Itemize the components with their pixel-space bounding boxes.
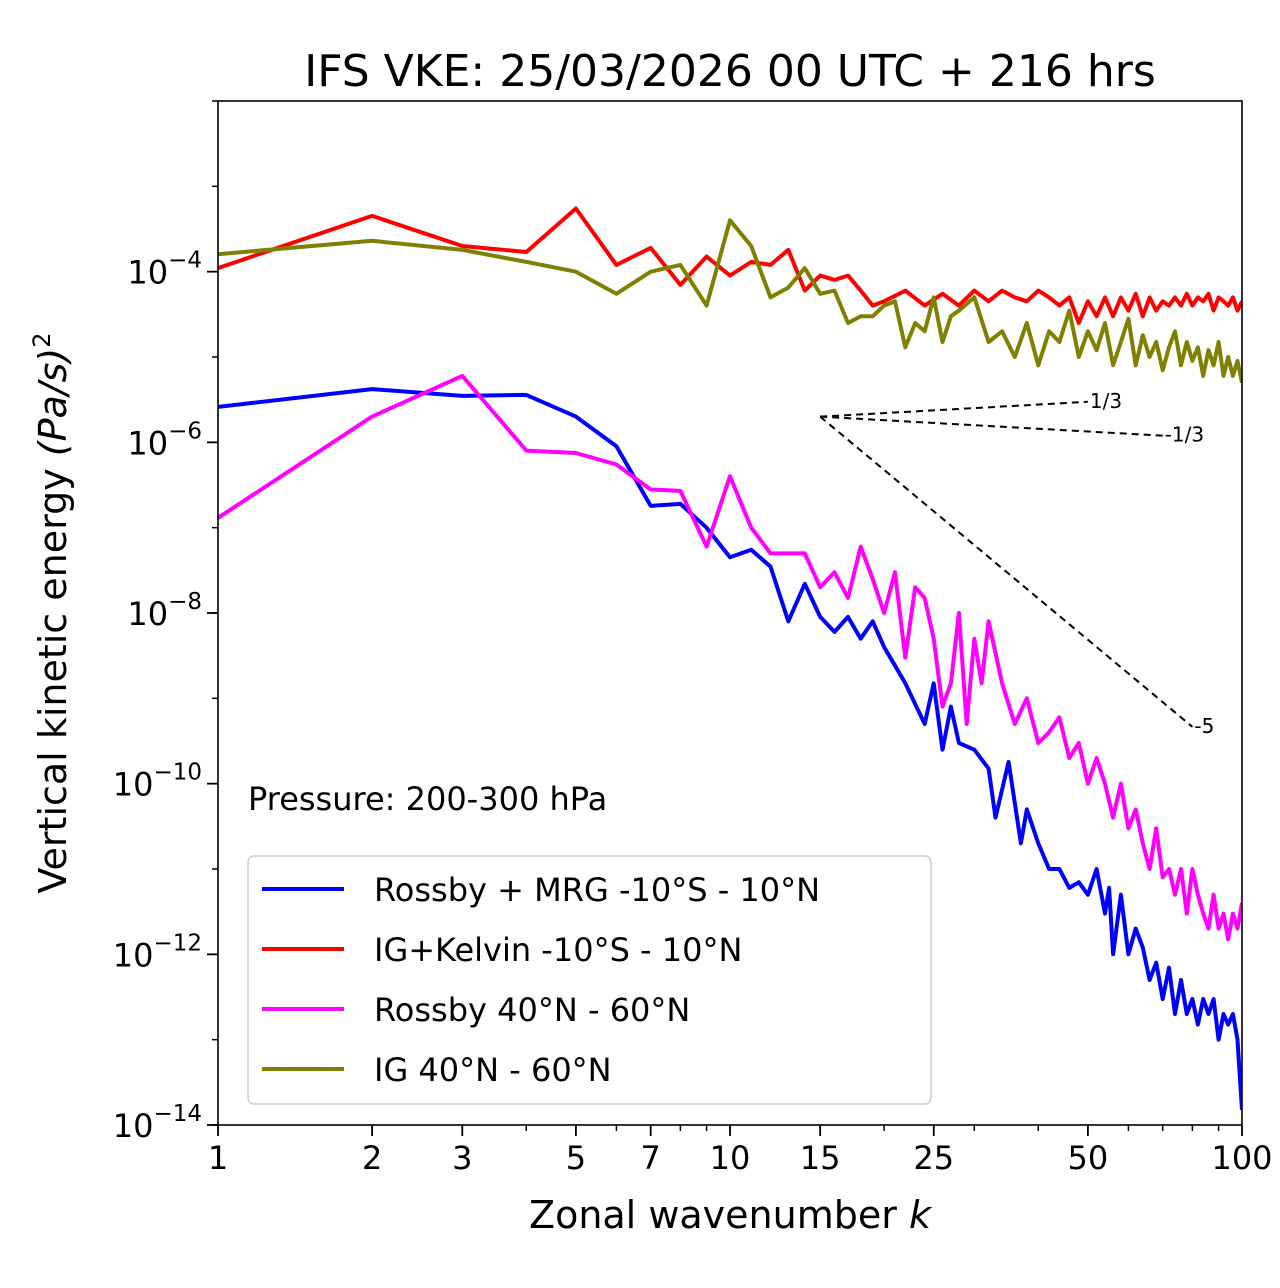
- x-tick-label: 15: [800, 1139, 841, 1177]
- x-axis-label: Zonal wavenumber k: [529, 1193, 933, 1237]
- reference-line-1: [820, 400, 1088, 418]
- x-tick-label: 3: [452, 1139, 472, 1177]
- reference-line-label-2: -1/3: [1165, 423, 1204, 447]
- reference-line-2: [820, 415, 1163, 437]
- legend: Rossby + MRG -10°S - 10°N IG+Kelvin -10°S…: [247, 855, 932, 1105]
- x-tick-label: 100: [1211, 1139, 1272, 1177]
- y-tick-label: 10−6: [127, 418, 202, 462]
- y-tick-label: 10−10: [113, 760, 202, 804]
- reference-line-label-3: -5: [1194, 714, 1214, 738]
- legend-label-3: Rossby 40°N - 60°N: [374, 991, 690, 1029]
- legend-label-1: Rossby + MRG -10°S - 10°N: [374, 871, 820, 909]
- x-axis-ticks: 1 2 3 5 7 10 15 25 50 100: [208, 1125, 1273, 1177]
- x-tick-label: 2: [362, 1139, 382, 1177]
- series-line-1: [218, 387, 1242, 1111]
- x-tick-label: 5: [566, 1139, 586, 1177]
- chart-title: IFS VKE: 25/03/2026 00 UTC + 216 hrs: [304, 46, 1156, 97]
- x-tick-label: 50: [1068, 1139, 1109, 1177]
- y-axis-label-exp: 2: [28, 332, 56, 347]
- y-tick-label: 10−8: [127, 589, 202, 633]
- reference-line-3: [819, 415, 1194, 728]
- series-line-4: [218, 218, 1242, 384]
- legend-box: [247, 855, 932, 1105]
- y-tick-label: 10−14: [113, 1101, 202, 1145]
- reference-lines: 1/3 -1/3 -5: [819, 389, 1214, 738]
- legend-label-4: IG 40°N - 60°N: [374, 1051, 612, 1089]
- y-tick-label: 10−4: [127, 248, 202, 292]
- x-tick-label: 7: [641, 1139, 661, 1177]
- x-tick-label: 1: [208, 1139, 228, 1177]
- y-axis-label-text: Vertical kinetic energy: [31, 468, 75, 893]
- y-axis-label: Vertical kinetic energy (Pa/s)2: [28, 332, 75, 893]
- y-axis-label-units: (Pa/s): [31, 348, 75, 456]
- x-tick-label: 10: [710, 1139, 751, 1177]
- y-axis-ticks: 10−4 10−6 10−8 10−10 10−12 10−14: [113, 100, 218, 1145]
- pressure-annotation: Pressure: 200-300 hPa: [248, 780, 607, 818]
- x-tick-label: 25: [913, 1139, 954, 1177]
- series-layer: [218, 206, 1242, 1111]
- series-line-3: [218, 373, 1242, 942]
- y-tick-label: 10−12: [113, 930, 202, 974]
- reference-line-label-1: 1/3: [1090, 389, 1122, 413]
- x-axis-label-var: k: [909, 1193, 933, 1237]
- x-axis-label-text: Zonal wavenumber: [529, 1193, 897, 1237]
- series-line-2: [218, 206, 1242, 325]
- legend-label-2: IG+Kelvin -10°S - 10°N: [374, 931, 742, 969]
